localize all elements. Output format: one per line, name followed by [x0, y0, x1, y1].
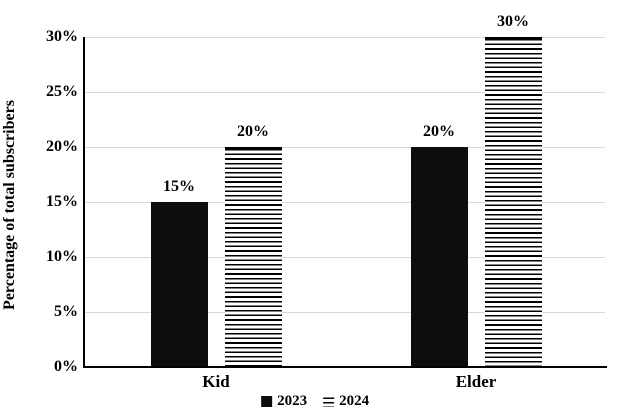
bar-elder-2024	[484, 37, 542, 367]
gridline-20	[85, 147, 605, 148]
y-tick-label-10%: 10%	[46, 248, 78, 265]
bar-kid-2024	[224, 147, 282, 367]
gridline-5	[85, 312, 605, 313]
legend: 2023 2024	[261, 393, 369, 410]
x-category-label-elder: Elder	[455, 372, 497, 391]
gridline-10	[85, 257, 605, 258]
legend-swatch-stripes	[323, 396, 335, 407]
gridline-15	[85, 202, 605, 203]
legend-item-2023: 2023	[261, 393, 307, 410]
gridline-25	[85, 92, 605, 93]
gridline-30	[85, 37, 605, 38]
y-tick-label-30%: 30%	[46, 28, 78, 45]
x-axis-line	[83, 366, 607, 368]
y-tick-label-25%: 25%	[46, 83, 78, 100]
y-axis-line	[83, 37, 85, 368]
data-label-elder-2023: 20%	[423, 123, 455, 140]
data-label-kid-2024: 20%	[237, 123, 269, 140]
data-label-kid-2023: 15%	[163, 178, 195, 195]
y-tick-label-5%: 5%	[54, 303, 78, 320]
legend-item-2024: 2024	[323, 393, 369, 410]
legend-swatch-solid	[261, 396, 273, 407]
y-tick-label-15%: 15%	[46, 193, 78, 210]
bar-kid-2023	[150, 202, 208, 367]
legend-label: 2024	[339, 393, 370, 409]
bar-elder-2023	[410, 147, 468, 367]
x-category-label-kid: Kid	[202, 372, 230, 391]
y-tick-label-20%: 20%	[46, 138, 78, 155]
y-tick-label-0%: 0%	[54, 358, 78, 375]
plot-area	[85, 37, 605, 367]
data-label-elder-2024: 30%	[497, 13, 529, 30]
legend-label: 2023	[277, 393, 308, 409]
